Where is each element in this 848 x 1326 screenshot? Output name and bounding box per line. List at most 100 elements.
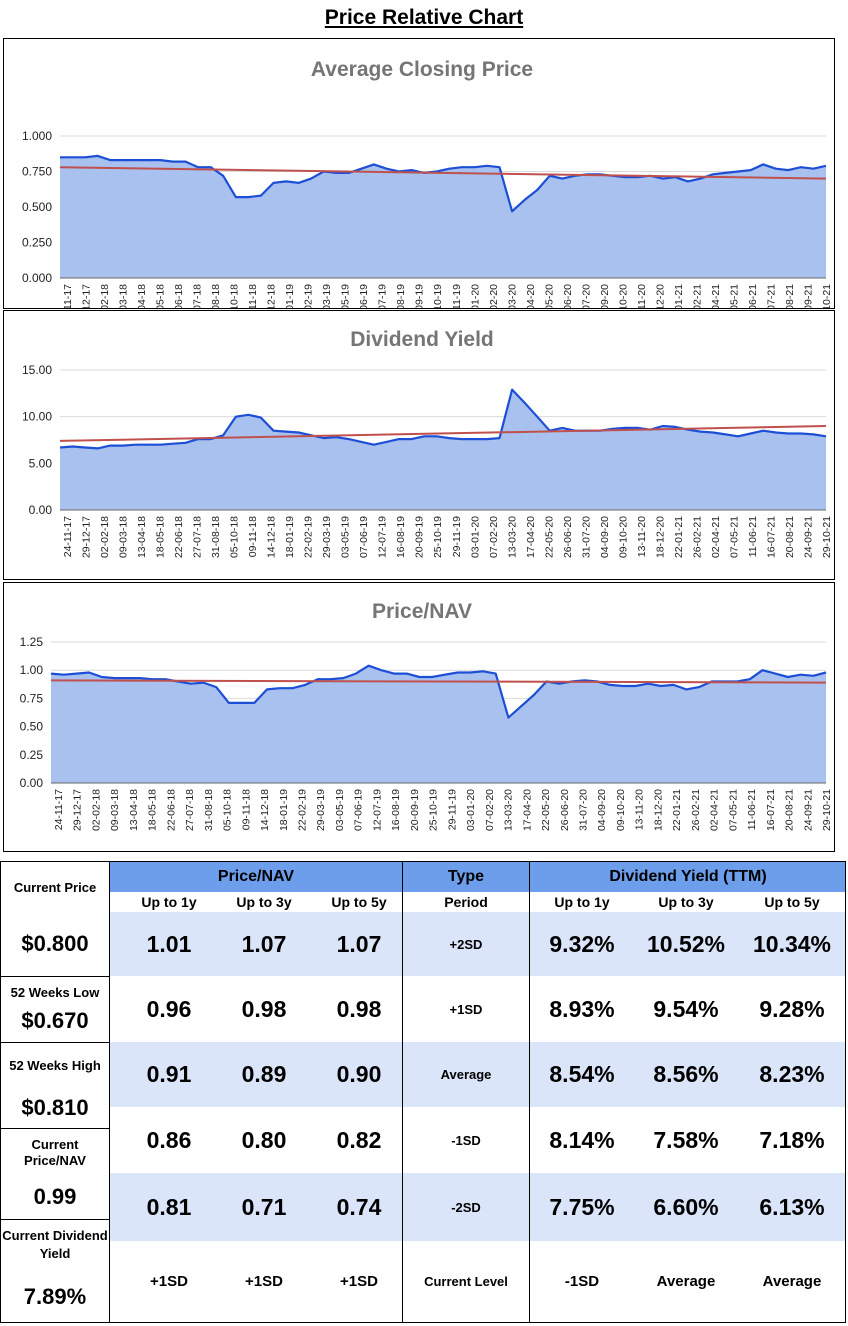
band-row-3 (110, 1042, 846, 1107)
type-label: +2SD (449, 936, 483, 952)
x-tick-label: 09-10-20 (617, 284, 629, 308)
dividend-yield-value: 9.32% (549, 930, 615, 957)
pnav-value: 0.90 (336, 1061, 382, 1087)
pnav-value: 1.01 (146, 930, 192, 957)
chart-title: Average Closing Price (311, 58, 533, 81)
x-tick-label: 29-10-21 (821, 789, 833, 831)
x-tick-label: 13-11-20 (636, 516, 648, 557)
52-weeks-low-label: 52 Weeks Low (10, 984, 100, 1000)
x-tick-label: 31-07-20 (580, 284, 592, 308)
pnav-current-level: +1SD (245, 1273, 283, 1290)
x-tick-label: 12-07-19 (371, 789, 383, 831)
dividend-yield-value: 10.52% (646, 930, 725, 957)
x-tick-label: 20-09-19 (414, 516, 426, 558)
y-tick-label: 0.50 (20, 720, 44, 734)
x-tick-label: 12-07-19 (377, 284, 389, 308)
52-weeks-high-label: 52 Weeks High (9, 1057, 101, 1073)
x-tick-label: 02-04-21 (709, 789, 721, 831)
x-tick-label: 26-02-21 (690, 789, 702, 831)
x-tick-label: 07-06-19 (353, 789, 365, 831)
grid-line (0, 1322, 846, 1323)
x-tick-label: 07-02-20 (488, 516, 500, 558)
x-tick-label: 22-05-20 (543, 284, 555, 308)
type-label: Average (440, 1067, 492, 1082)
x-tick-label: 18-12-20 (654, 516, 666, 558)
x-tick-label: 20-08-21 (784, 789, 796, 831)
pnav-current-level: +1SD (340, 1273, 378, 1290)
x-tick-label: 03-05-19 (334, 789, 346, 831)
x-tick-label: 03-01-20 (469, 516, 481, 558)
y-tick-label: 0.00 (20, 776, 44, 790)
dividend-yield-chart: Dividend Yield 0.00 5.00 10.00 15.00 24-11-17… (22, 328, 833, 558)
x-tick-label: 29-10-21 (821, 516, 833, 558)
x-tick-label: 13-11-20 (636, 284, 648, 308)
x-tick-label: 05-10-18 (229, 516, 241, 558)
current-dividend-yield-label: Current Dividend Yield (2, 1228, 108, 1261)
x-tick-label: 03-05-19 (340, 284, 352, 308)
pnav-value: 0.89 (241, 1061, 287, 1087)
pnav-value: 0.98 (241, 996, 287, 1022)
x-tick-label: 09-10-20 (617, 516, 629, 558)
pnav-value: 0.82 (336, 1126, 382, 1153)
x-tick-label: 16-07-21 (765, 789, 777, 831)
x-tick-label: 07-05-21 (728, 516, 740, 558)
pnav-current-level: +1SD (150, 1273, 188, 1290)
x-tick-label: 22-06-18 (173, 516, 185, 558)
x-tick-label: 26-06-20 (562, 516, 574, 558)
x-tick-label: 22-01-21 (673, 284, 685, 308)
dividend-yield-value: 8.56% (653, 1061, 719, 1087)
x-tick-label: 22-05-20 (540, 789, 552, 831)
trend-line (59, 166, 827, 180)
x-tick-label: 02-02-18 (91, 789, 103, 831)
x-tick-label: 16-07-21 (766, 516, 778, 558)
x-tick-label: 09-11-18 (247, 284, 259, 308)
dividend-yield-value: 6.60% (653, 1193, 719, 1220)
x-tick-label: 16-07-21 (766, 284, 778, 308)
x-tick-label: 09-03-18 (118, 516, 130, 558)
x-tick-label: 24-11-17 (62, 516, 74, 557)
trend-line (59, 425, 827, 442)
x-tick-label: 31-08-18 (210, 284, 222, 308)
52-weeks-low-value: $0.670 (21, 1008, 89, 1033)
x-tick-label: 07-02-20 (488, 284, 500, 308)
pnav-value: 1.07 (241, 930, 287, 957)
x-tick-label: 29-12-17 (81, 516, 93, 558)
x-tick-label: 09-03-18 (109, 789, 121, 831)
y-tick-label: 10.00 (22, 410, 52, 424)
type-label: -2SD (451, 1199, 481, 1215)
type-label: +1SD (449, 1002, 483, 1017)
series-line (50, 664, 827, 719)
x-tick-label: 29-11-19 (446, 789, 458, 830)
52-weeks-high-value: $0.810 (21, 1095, 89, 1120)
dividend-yield-value: 8.14% (549, 1126, 615, 1153)
x-tick-label: 22-02-19 (297, 789, 309, 831)
x-tick-label: 07-05-21 (727, 789, 739, 831)
x-tick-label: 13-11-20 (634, 789, 646, 830)
chart-title: Price/NAV (372, 600, 472, 623)
series-line (59, 388, 827, 450)
y-tick-label: 15.00 (22, 363, 52, 377)
x-tick-label: 12-07-19 (377, 516, 389, 558)
page-title: Price Relative Chart (324, 6, 524, 29)
x-tick-label: 22-05-20 (543, 516, 555, 558)
dividend-yield-value: 7.18% (759, 1126, 825, 1153)
dividend-yield-value: 9.28% (759, 996, 825, 1022)
dividend-yield-value: 7.75% (549, 1193, 615, 1220)
x-tick-label: 04-09-20 (599, 516, 611, 558)
x-tick-label: 20-08-21 (784, 284, 796, 308)
sub-dy-3y: Up to 3y (658, 894, 714, 910)
x-tick-label: 11-06-21 (746, 789, 758, 830)
x-tick-label: 25-10-19 (432, 516, 444, 558)
x-tick-label: 18-01-19 (284, 284, 296, 308)
x-tick-label: 18-05-18 (155, 284, 167, 308)
x-tick-label: 03-01-20 (465, 789, 477, 831)
x-tick-label: 09-11-18 (240, 789, 252, 830)
current-dividend-yield-value: 7.89% (23, 1284, 87, 1309)
x-tick-label: 05-10-18 (229, 284, 241, 308)
x-tick-label: 25-10-19 (428, 789, 440, 831)
pnav-value: 0.91 (146, 1061, 192, 1087)
grid-line (109, 861, 110, 1323)
current-price-label: Current Price (13, 879, 97, 895)
dividend-yield-current-level: -1SD (564, 1273, 600, 1290)
series-line (60, 154, 827, 213)
